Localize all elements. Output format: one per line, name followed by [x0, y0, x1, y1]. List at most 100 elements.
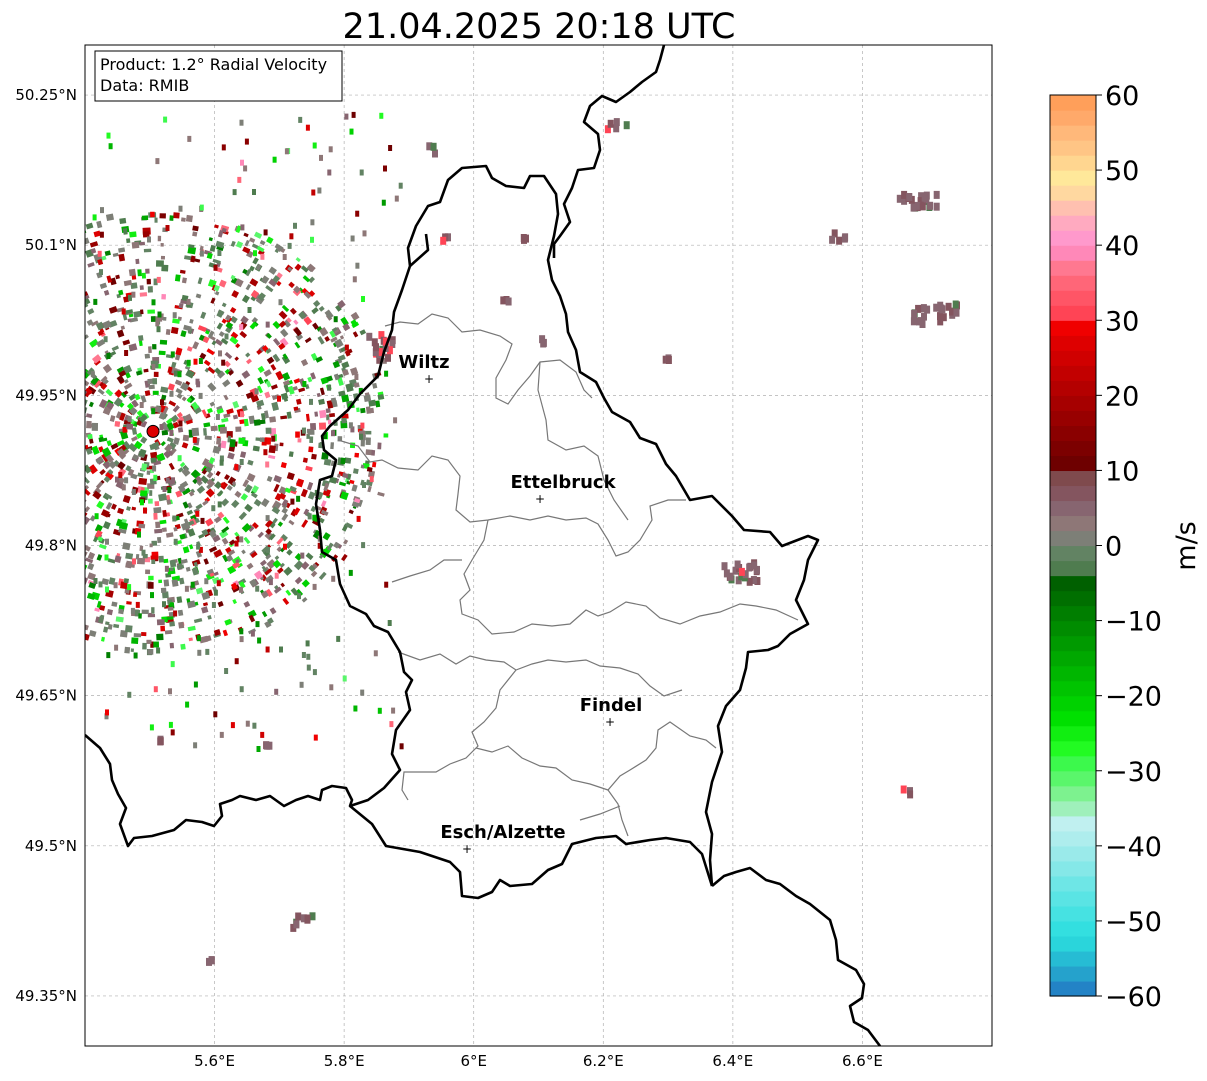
- echo-pixel: [57, 560, 62, 565]
- echo-pixel: [110, 442, 119, 450]
- echo-pixel: [239, 119, 244, 126]
- echo-pixel: [19, 324, 26, 331]
- echo-pixel: [149, 543, 153, 548]
- echo-pixel: [152, 465, 157, 472]
- echo-pixel: [97, 536, 104, 542]
- echo-pixel: [242, 405, 248, 412]
- echo-pixel: [98, 543, 107, 550]
- echo-pixel: [31, 554, 38, 561]
- echo-pixel: [131, 427, 138, 435]
- echo-pixel: [179, 461, 186, 468]
- echo-pixel: [67, 613, 75, 619]
- echo-pixel: [215, 240, 225, 249]
- echo-pixel: [114, 555, 122, 564]
- echo-pixel: [919, 202, 926, 211]
- echo-pixel: [127, 416, 132, 423]
- echo-pixel: [239, 324, 244, 331]
- echo-pixel: [369, 476, 374, 483]
- echo-pixel: [20, 347, 27, 354]
- echo-pixel: [337, 299, 346, 309]
- echo-pixel: [195, 510, 200, 517]
- echo-pixel: [44, 342, 49, 347]
- echo-pixel: [111, 601, 118, 607]
- echo-pixel: [187, 502, 193, 509]
- echo-pixel: [29, 337, 36, 345]
- echo-pixel: [12, 578, 20, 586]
- echo-pixel: [939, 305, 946, 314]
- echo-pixel: [299, 681, 304, 688]
- echo-pixel: [276, 567, 284, 574]
- echo-pixel: [216, 437, 222, 445]
- echo-pixel: [217, 501, 222, 508]
- echo-pixel: [127, 584, 132, 591]
- echo-pixel: [65, 517, 72, 524]
- echo-pixel: [317, 542, 322, 549]
- echo-pixel: [139, 292, 148, 297]
- echo-pixel: [319, 517, 325, 524]
- echo-pixel: [290, 587, 299, 596]
- colorbar-tick-label: 10: [1105, 456, 1139, 487]
- echo-pixel: [119, 430, 129, 440]
- echo-pixel: [85, 563, 88, 570]
- echo-pixel: [68, 584, 74, 590]
- echo-pixel: [10, 256, 17, 264]
- echo-pixel: [57, 321, 64, 328]
- colorbar-band: [1050, 215, 1096, 231]
- echo-pixel: [99, 468, 106, 476]
- echo-pixel: [151, 607, 155, 614]
- echo-pixel: [9, 328, 15, 334]
- echo-pixel: [177, 455, 182, 462]
- echo-pixel: [197, 649, 202, 656]
- echo-pixel: [345, 522, 354, 529]
- echo-pixel: [85, 379, 90, 387]
- echo-pixel: [106, 275, 113, 283]
- echo-pixel: [15, 582, 24, 590]
- echo-pixel: [940, 313, 947, 322]
- echo-pixel: [249, 321, 258, 330]
- echo-pixel: [9, 397, 15, 403]
- echo-pixel: [234, 540, 239, 547]
- echo-pixel: [366, 332, 373, 341]
- echo-pixel: [251, 522, 259, 530]
- echo-pixel: [239, 636, 244, 643]
- echo-pixel: [143, 248, 152, 253]
- echo-pixel: [159, 213, 166, 219]
- echo-pixel: [287, 266, 293, 272]
- echo-pixel: [118, 521, 129, 531]
- echo-pixel: [152, 344, 157, 350]
- echo-pixel: [373, 343, 379, 352]
- echo-pixel: [927, 201, 934, 210]
- echo-pixel: [331, 575, 336, 582]
- echo-pixel: [146, 278, 151, 285]
- echo-pixel: [320, 376, 329, 385]
- echo-pixel: [260, 498, 270, 508]
- echo-pixel: [203, 428, 207, 436]
- echo-pixel: [31, 601, 38, 608]
- echo-pixel: [85, 387, 93, 395]
- echo-pixel: [163, 448, 174, 459]
- echo-pixel: [42, 343, 49, 350]
- echo-pixel: [113, 397, 123, 407]
- echo-pixel: [200, 517, 205, 524]
- echo-pixel: [96, 339, 106, 348]
- echo-pixel: [234, 490, 242, 498]
- echo-pixel: [398, 182, 403, 189]
- echo-pixel: [295, 478, 305, 488]
- echo-pixel: [243, 418, 249, 427]
- echo-pixel: [96, 554, 103, 561]
- echo-pixel: [152, 378, 158, 385]
- echo-pixel: [369, 407, 375, 414]
- echo-pixel: [180, 381, 190, 391]
- echo-pixel: [212, 534, 221, 543]
- echo-pixel: [85, 545, 91, 552]
- echo-pixel: [219, 731, 224, 738]
- echo-pixel: [35, 577, 45, 586]
- echo-pixel: [187, 246, 197, 255]
- echo-pixel: [265, 588, 273, 597]
- echo-pixel: [65, 497, 73, 505]
- echo-pixel: [265, 427, 272, 434]
- echo-pixel: [7, 468, 14, 474]
- echo-pixel: [284, 321, 291, 328]
- echo-pixel: [273, 586, 282, 594]
- echo-pixel: [50, 482, 58, 490]
